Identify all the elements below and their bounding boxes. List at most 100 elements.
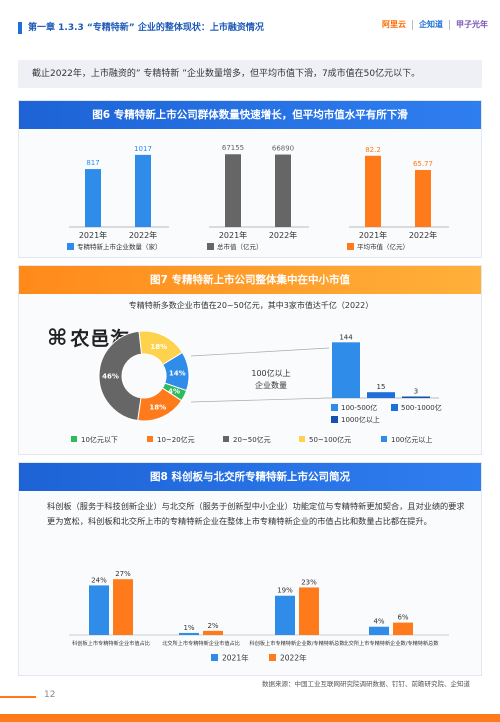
jiazi-logo: 甲子光年	[456, 20, 488, 29]
fig8-data-label: 1%	[183, 624, 194, 632]
fig8-legend-swatch	[211, 654, 218, 661]
fig6-legend-label: 专精特新上市企业数量（家）	[77, 242, 162, 251]
logo-divider	[449, 19, 450, 30]
fig8-data-label: 23%	[301, 578, 317, 586]
fig8-bar	[179, 632, 199, 635]
fig7-callout-line	[190, 347, 330, 357]
fig8-category-label: 科创板上市专精特新企业数/专精特新总数	[249, 639, 345, 647]
fig7-bar-value: 144	[339, 333, 353, 341]
fig7-legend-label: 20~50亿元	[233, 435, 271, 444]
fig8-bar	[393, 622, 413, 635]
fig7-legend-swatch	[71, 436, 77, 442]
fig7-bar-legend-swatch	[331, 404, 338, 411]
fig8-category-label: 科创板上市专精特新企业市值占比	[72, 639, 150, 647]
logo-divider	[412, 19, 413, 30]
figure-8-title: 图8 科创板与北交所专精特新上市公司简况	[19, 463, 481, 491]
fig7-legend-swatch	[223, 436, 229, 442]
fig8-legend-label: 2022年	[280, 653, 307, 663]
fig7-legend-label: 50~100亿元	[309, 435, 351, 444]
fig7-bar-value: 15	[377, 383, 386, 391]
fig7-legend-label: 10~20亿元	[157, 435, 195, 444]
fig8-legend-swatch	[269, 654, 276, 661]
fig6-bar	[415, 169, 431, 227]
figure-8-description: 科创板（服务于科技创新企业）与北交所（服务于创新型中小企业）功能定位与专精特新更…	[47, 501, 465, 526]
figure-7-title: 图7 专精特新上市公司整体集中在中小市值	[19, 266, 481, 294]
fig6-legend-label: 平均市值（亿元）	[357, 242, 409, 251]
fig6-category-label: 2021年	[79, 230, 107, 240]
fig8-bar	[203, 630, 223, 635]
fig8-category-label: 北交所上市专精特新企业市值占比	[162, 639, 240, 647]
fig7-slice-label: 18%	[149, 404, 166, 412]
header-accent-bar	[18, 22, 22, 34]
fig7-slice-label: 14%	[169, 369, 186, 377]
fig7-bar	[332, 342, 360, 398]
fig7-legend-swatch	[299, 436, 305, 442]
fig8-bar	[369, 626, 389, 635]
fig7-legend-swatch	[147, 436, 153, 442]
fig6-data-label: 817	[86, 159, 99, 167]
fig7-bar-legend-label: 1000亿以上	[341, 415, 380, 424]
fig7-callout-line	[190, 397, 330, 403]
fig8-data-label: 2%	[207, 622, 218, 630]
fig8-data-label: 6%	[397, 614, 408, 622]
page-number: 12	[44, 690, 56, 700]
fig7-bar	[367, 392, 395, 398]
fig6-category-label: 2021年	[219, 230, 247, 240]
watermark-icon: ⌘	[47, 326, 69, 351]
figure-6-title: 图6 专精特新上市公司群体数量快速增长，但平均市值水平有所下滑	[19, 101, 481, 129]
fig8-bar	[89, 585, 109, 635]
fig6-data-label: 82.2	[365, 146, 381, 154]
fig8-data-label: 19%	[277, 587, 293, 595]
fig8-category-label: 北交所上市专精特新企业数/专精特新总数	[343, 639, 439, 647]
fig7-callout-label: 100亿以上	[251, 368, 290, 378]
fig6-bar	[135, 154, 151, 227]
fig8-bar	[113, 579, 133, 635]
fig7-slice-label: 46%	[102, 372, 119, 380]
fig7-slice-label: 18%	[150, 343, 167, 351]
fig7-donut-slice	[138, 330, 184, 366]
fig6-data-label: 65.77	[413, 160, 433, 168]
fig6-data-label: 67155	[222, 144, 244, 152]
fig8-data-label: 24%	[91, 576, 107, 584]
fig6-category-label: 2022年	[409, 230, 437, 240]
figure-7-description: 专精特新多数企业市值在20~50亿元，其中3家市值达千亿（2022）	[128, 301, 374, 310]
fig7-legend-swatch	[381, 436, 387, 442]
fig7-bar-value: 3	[414, 388, 418, 396]
fig7-bar-legend-label: 100-500亿	[341, 403, 377, 412]
fig7-donut-slice	[98, 330, 143, 422]
figure-8-panel: 图8 科创板与北交所专精特新上市公司简况 科创板（服务于科技创新企业）与北交所（…	[18, 462, 482, 676]
fig6-category-label: 2022年	[269, 230, 297, 240]
fig6-legend-swatch	[207, 243, 214, 250]
fig7-bar-legend-swatch	[331, 416, 338, 423]
fig8-legend-label: 2021年	[222, 653, 249, 663]
fig6-data-label: 1017	[134, 145, 152, 153]
fig6-bar	[85, 169, 101, 227]
intro-summary: 截止2022年，上市融资的” 专精特新 ”企业数量增多，但平均市值下滑，7成市值…	[18, 60, 482, 88]
fig7-bar-legend-swatch	[391, 404, 398, 411]
fig8-bar	[299, 587, 319, 635]
fig8-data-label: 4%	[373, 618, 384, 626]
figure-7-panel: 图7 专精特新上市公司整体集中在中小市值 专精特新多数企业市值在20~50亿元，…	[18, 265, 482, 455]
fig6-bar	[225, 154, 241, 227]
fig6-bar	[275, 154, 291, 227]
figure-6-panel: 图6 专精特新上市公司群体数量快速增长，但平均市值水平有所下滑 817 2021年…	[18, 100, 482, 258]
qizhidao-logo: 企知道	[419, 20, 443, 29]
footer-bar	[0, 714, 500, 722]
fig6-legend-swatch	[347, 243, 354, 250]
page-header: 第一章 1.3.3 “专精特新” 企业的整体现状：上市融资情况 阿里云 企知道 …	[0, 0, 500, 44]
figure-8-chart: 24% 27% 科创板上市专精特新企业市值占比 1% 2% 北交所上市专精特新企业市值占比…	[69, 570, 449, 663]
fig6-legend-label: 总市值（亿元）	[217, 242, 263, 251]
fig7-legend-label: 10亿元以下	[81, 435, 118, 444]
data-source: 数据来源：中国工业互联网研究院调研数据、钉钉、前瞻研究院、企知道	[262, 680, 470, 688]
aliyun-logo: 阿里云	[382, 20, 406, 29]
fig7-slice-label: 4%	[168, 388, 180, 396]
chapter-title: 第一章 1.3.3 “专精特新” 企业的整体现状：上市融资情况	[28, 23, 264, 33]
footer-accent	[0, 696, 36, 698]
fig6-data-label: 66890	[272, 145, 294, 153]
fig8-data-label: 27%	[115, 570, 131, 578]
fig6-category-label: 2022年	[129, 230, 157, 240]
fig7-legend-label: 100亿元以上	[391, 435, 432, 444]
fig7-bar	[402, 396, 430, 398]
